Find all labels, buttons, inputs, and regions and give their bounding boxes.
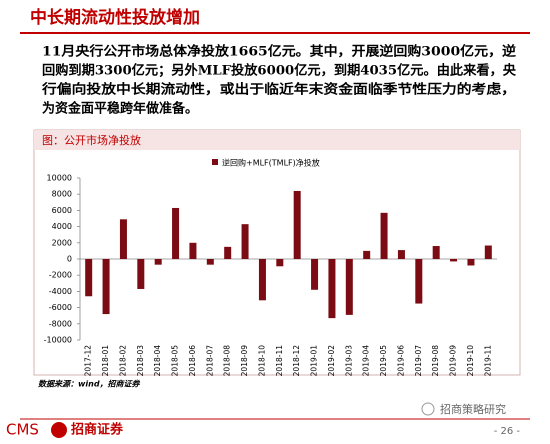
bar [119,219,127,259]
x-tick-label: 2019-11 [483,345,492,377]
bar [380,212,388,259]
wechat: 招商策略研究 [440,402,506,416]
x-tick-label: 2018-09 [240,345,249,377]
bar [467,259,475,266]
bar [102,259,110,315]
logo-icon [51,422,67,438]
source: 数据来源：wind，招商证券 [38,380,141,389]
bar [311,259,319,290]
x-tick-label: 2018-02 [118,345,127,377]
x-tick-label: 2019-02 [327,345,336,377]
bar [85,259,93,297]
x-tick-label: 2019-08 [431,345,440,377]
x-tick-label: 2018-10 [257,345,266,377]
x-tick-label: 2019-04 [362,345,371,377]
paragraph-line: 11月央行公开市场总体净投放1665亿元。其中，开展逆回购3000亿元，逆 [42,44,516,60]
x-tick-label: 2018-07 [205,345,214,377]
bar [328,259,336,319]
paragraph-line: 回购到期3300亿元；另外MLF投放6000亿元，到期4035亿元。由此来看，央 [42,63,517,79]
x-tick-label: 2017-12 [84,345,93,377]
logo-name: 招商证券 [71,422,124,438]
wechat-icon [421,402,435,416]
x-tick-label: 2019-07 [414,345,423,377]
bar [172,207,180,259]
bar [397,250,405,259]
bar [137,259,145,289]
y-tick-label: -6000 [49,303,72,312]
y-tick-label: -2000 [49,271,72,280]
x-tick-label: 2018-05 [171,345,180,377]
legend-label: 逆回购+MLF(TMLF)净投放 [222,158,320,168]
paragraph-line: 为资金面平稳跨年做准备。 [42,101,198,117]
y-tick-label: -10000 [44,336,72,345]
bar [415,259,423,304]
x-tick-label: 2019-09 [449,345,458,377]
bar [206,259,214,265]
y-tick-label: -8000 [49,319,72,328]
bar [293,190,301,259]
logo: CMS [6,421,39,439]
legend-swatch [212,159,218,165]
y-tick-label: -4000 [49,287,72,296]
x-tick-label: 2018-11 [275,345,284,377]
chart-title: 图：公开市场净投放 [42,133,141,147]
x-tick-label: 2019-03 [344,345,353,377]
x-tick-label: 2018-08 [223,345,232,377]
paragraph-line: 行偏向投放中长期流动性，或出于临近年末资金面临季节性压力的考虑， [41,82,516,98]
chart-header-bg [34,130,520,150]
x-tick-label: 2018-12 [292,345,301,377]
x-tick-label: 2019-01 [310,345,319,377]
y-tick-label: 8000 [52,190,72,199]
bar [241,224,249,259]
bar [345,259,353,315]
y-tick-label: 0 [67,255,72,264]
y-tick-label: 2000 [52,238,72,247]
x-tick-label: 2018-06 [188,345,197,377]
bar [450,259,458,262]
page-number: - 26 - [494,426,521,437]
x-tick-label: 2019-06 [396,345,405,377]
bar [363,250,371,259]
y-tick-label: 6000 [52,206,72,215]
bar [224,246,232,259]
bar [484,245,492,259]
y-tick-label: 4000 [52,222,72,231]
bar [432,246,440,259]
y-tick-label: 10000 [47,174,72,183]
bar [189,242,197,259]
bar [154,259,162,265]
bar [258,259,266,301]
x-tick-label: 2018-04 [153,345,162,377]
x-tick-label: 2019-10 [466,345,475,377]
slide-title: 中长期流动性投放增加 [30,7,200,28]
bar [276,259,284,267]
x-tick-label: 2019-05 [379,345,388,377]
x-tick-label: 2018-03 [136,345,145,377]
x-tick-label: 2018-01 [101,345,110,377]
